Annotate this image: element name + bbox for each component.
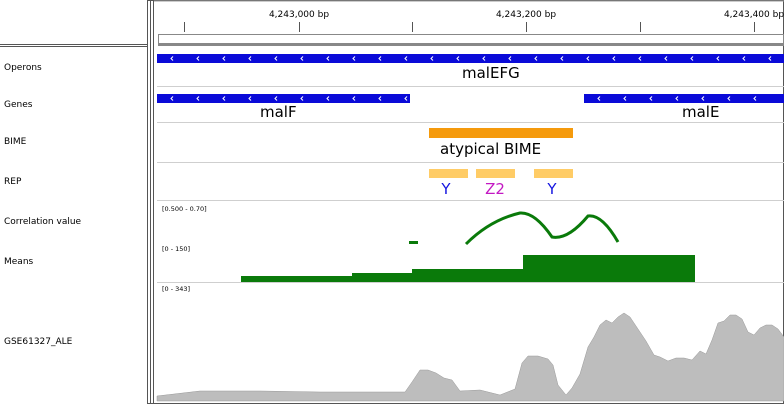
rep-feature-z2[interactable] — [476, 169, 515, 178]
track-name-genes[interactable]: Genes — [4, 100, 33, 110]
reverse-strand-arrow-icon — [326, 56, 330, 61]
reverse-strand-arrow-icon — [612, 56, 616, 61]
rep-label-y-left: Y — [441, 180, 451, 198]
track-separator — [157, 200, 784, 201]
reverse-strand-arrow-icon — [274, 96, 278, 101]
gene-label-malF: malF — [260, 103, 297, 121]
reverse-strand-arrow-icon — [222, 56, 226, 61]
reverse-strand-arrow-icon — [597, 96, 601, 101]
correlation-data-range: [0.500 - 0.70] — [162, 205, 207, 213]
header-divider-left — [0, 44, 148, 45]
reverse-strand-arrow-icon — [560, 56, 564, 61]
track-separator — [157, 162, 784, 163]
reverse-strand-arrow-icon — [675, 96, 679, 101]
reverse-strand-arrow-icon — [534, 56, 538, 61]
ruler-minor-tick — [184, 22, 185, 32]
operon-feature-malEFG[interactable] — [157, 54, 784, 63]
gene-strand-arrows — [170, 96, 757, 101]
reverse-strand-arrow-icon — [727, 96, 731, 101]
reverse-strand-arrow-icon — [586, 56, 590, 61]
track-name-coverage[interactable]: GSE61327_ALE — [4, 337, 73, 347]
operon-label: malEFG — [462, 64, 520, 82]
ruler-major-tick — [299, 22, 300, 32]
ruler-tick-label: 4,243,400 bp — [723, 10, 784, 20]
coverage-data-range: [0 - 343] — [162, 285, 191, 293]
reverse-strand-arrow-icon — [196, 96, 200, 101]
reverse-strand-arrow-icon — [378, 96, 382, 101]
gene-label-malE: malE — [682, 103, 720, 121]
reverse-strand-arrow-icon — [768, 56, 772, 61]
track-name-panel: Operons Genes BIME REP Correlation value… — [0, 0, 147, 404]
reverse-strand-arrow-icon — [701, 96, 705, 101]
rep-expanded-background — [325, 182, 585, 200]
bime-label: atypical BIME — [440, 140, 542, 158]
reverse-strand-arrow-icon — [196, 56, 200, 61]
ruler-minor-tick — [412, 22, 413, 32]
reverse-strand-arrow-icon — [274, 56, 278, 61]
reverse-strand-arrow-icon — [430, 56, 434, 61]
operon-strand-arrows — [170, 56, 772, 61]
bime-feature[interactable] — [429, 128, 573, 138]
reverse-strand-arrow-icon — [326, 96, 330, 101]
coverage-histogram — [156, 312, 784, 402]
reverse-strand-arrow-icon — [623, 96, 627, 101]
reverse-strand-arrow-icon — [378, 56, 382, 61]
reverse-strand-arrow-icon — [170, 56, 174, 61]
reverse-strand-arrow-icon — [690, 56, 694, 61]
rep-label-y-right: Y — [547, 180, 557, 198]
reverse-strand-arrow-icon — [664, 56, 668, 61]
reverse-strand-arrow-icon — [248, 56, 252, 61]
track-separator — [157, 282, 784, 283]
track-separator — [157, 122, 784, 123]
reverse-strand-arrow-icon — [508, 56, 512, 61]
rep-feature-y-left[interactable] — [429, 169, 468, 178]
ruler-box — [158, 34, 784, 44]
reverse-strand-arrow-icon — [170, 96, 174, 101]
ruler-tick-label: 4,243,200 bp — [495, 10, 557, 20]
track-separator — [157, 86, 784, 87]
reverse-strand-arrow-icon — [248, 96, 252, 101]
track-name-bime[interactable]: BIME — [4, 137, 27, 147]
reverse-strand-arrow-icon — [716, 56, 720, 61]
means-bars — [241, 255, 695, 282]
reverse-strand-arrow-icon — [649, 96, 653, 101]
gene-feature-malF[interactable] — [157, 94, 410, 103]
ruler-major-tick — [754, 22, 755, 32]
track-name-means[interactable]: Means — [4, 257, 34, 267]
reverse-strand-arrow-icon — [456, 56, 460, 61]
means-data-range: [0 - 150] — [162, 245, 191, 253]
rep-label-z2: Z2 — [485, 180, 505, 198]
gene-feature-malE[interactable] — [584, 94, 784, 103]
reverse-strand-arrow-icon — [742, 56, 746, 61]
reverse-strand-arrow-icon — [352, 96, 356, 101]
name-panel-border — [147, 0, 148, 404]
ruler-baseline — [158, 43, 784, 46]
ruler-major-tick — [526, 22, 527, 32]
rep-feature-y-right[interactable] — [534, 169, 573, 178]
reverse-strand-arrow-icon — [638, 56, 642, 61]
reverse-strand-arrow-icon — [404, 56, 408, 61]
reverse-strand-arrow-icon — [300, 56, 304, 61]
ruler-minor-tick — [640, 22, 641, 32]
ruler-tick-label: 4,243,000 bp — [268, 10, 330, 20]
attribute-panel-right-border — [153, 0, 154, 404]
reverse-strand-arrow-icon — [482, 56, 486, 61]
reverse-strand-arrow-icon — [222, 96, 226, 101]
correlation-curve — [464, 211, 620, 246]
reverse-strand-arrow-icon — [404, 96, 408, 101]
header-divider-left-2 — [0, 46, 148, 47]
reverse-strand-arrow-icon — [352, 56, 356, 61]
track-name-operons[interactable]: Operons — [4, 63, 42, 73]
track-name-correlation[interactable]: Correlation value — [4, 217, 82, 227]
reverse-strand-arrow-icon — [753, 96, 757, 101]
reverse-strand-arrow-icon — [300, 96, 304, 101]
correlation-segment — [409, 241, 418, 244]
track-name-rep[interactable]: REP — [4, 177, 22, 187]
attribute-panel-left-border[interactable] — [150, 0, 151, 404]
